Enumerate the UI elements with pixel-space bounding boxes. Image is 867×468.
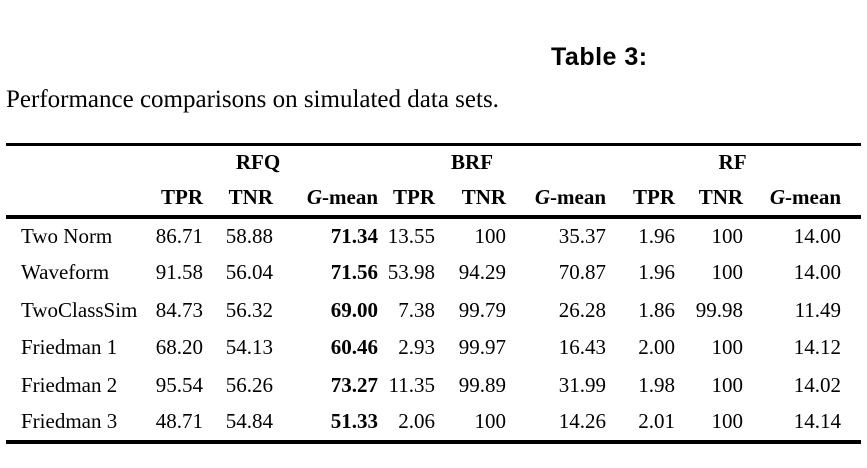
value-cell: 16.43 <box>558 335 607 360</box>
value-cell: 95.54 <box>155 372 203 397</box>
value-cell: 31.99 <box>558 372 607 397</box>
group-header-brf: BRF <box>451 150 494 175</box>
value-cell: 26.28 <box>558 297 607 322</box>
metric-header-spacer <box>6 180 146 217</box>
value-cell: 14.12 <box>793 335 842 360</box>
table-row: Two Norm 86.71 58.88 71.34 13.55 100 35.37 1.96… <box>6 217 861 255</box>
value-cell: 11.49 <box>794 297 842 322</box>
value-cell: 86.71 <box>155 223 203 248</box>
column-header-gmean: G-mean <box>277 180 382 217</box>
value-cell: 14.14 <box>793 409 842 434</box>
value-cell: 73.27 <box>330 372 379 397</box>
group-header-row: RFQ BRF RF <box>6 145 861 180</box>
value-cell: 99.98 <box>695 297 744 322</box>
value-cell: 60.46 <box>330 335 379 360</box>
value-cell: 58.88 <box>225 223 273 248</box>
value-cell: 2.06 <box>398 409 436 434</box>
table-row: Waveform 91.58 56.04 71.56 53.98 94.29 70.87 1.… <box>6 254 861 292</box>
value-cell: 51.33 <box>330 409 379 434</box>
column-header-tnr: TNR <box>461 184 507 209</box>
table-body: Two Norm 86.71 58.88 71.34 13.55 100 35.37 1.96… <box>6 217 861 442</box>
table-row: Friedman 3 48.71 54.84 51.33 2.06 100 14.26 2.0… <box>6 404 861 442</box>
column-header-tnr: TNR <box>698 184 744 209</box>
group-header-rfq: RFQ <box>235 150 281 175</box>
value-cell: 100 <box>474 409 507 434</box>
column-header-tpr: TPR <box>393 184 436 209</box>
gmean-italic-g: G <box>534 184 551 209</box>
dataset-name: Two Norm <box>21 223 113 248</box>
table-row: TwoClassSim 84.73 56.32 69.00 7.38 99.79 26.28… <box>6 292 861 330</box>
dataset-name: TwoClassSim <box>21 297 138 322</box>
value-cell: 13.55 <box>387 223 436 248</box>
value-cell: 100 <box>711 409 744 434</box>
group-header-spacer <box>6 145 146 180</box>
table-caption: Performance comparisons on simulated dat… <box>6 86 499 113</box>
results-table: RFQ BRF RF TPR TNR G-mean TPR TNR G-mean… <box>6 143 862 444</box>
dataset-name: Friedman 3 <box>21 409 118 434</box>
value-cell: 1.86 <box>638 297 676 322</box>
gmean-rest: -mean <box>550 184 607 209</box>
value-cell: 99.89 <box>458 372 507 397</box>
dataset-name: Waveform <box>21 260 110 285</box>
column-header-gmean: G-mean <box>747 180 861 217</box>
dataset-name: Friedman 2 <box>21 372 118 397</box>
value-cell: 100 <box>711 372 744 397</box>
group-header-rf: RF <box>718 150 747 175</box>
value-cell: 48.71 <box>155 409 203 434</box>
value-cell: 7.38 <box>398 297 436 322</box>
table-row: Friedman 1 68.20 54.13 60.46 2.93 99.97 16.43 2… <box>6 329 861 367</box>
value-cell: 14.26 <box>558 409 607 434</box>
value-cell: 100 <box>711 260 744 285</box>
value-cell: 99.79 <box>458 297 507 322</box>
value-cell: 99.97 <box>458 335 507 360</box>
value-cell: 100 <box>711 223 744 248</box>
value-cell: 1.96 <box>638 260 676 285</box>
value-cell: 71.34 <box>330 223 379 248</box>
value-cell: 91.58 <box>155 260 203 285</box>
value-cell: 11.35 <box>388 372 436 397</box>
column-header-tnr: TNR <box>228 184 273 209</box>
value-cell: 1.96 <box>638 223 676 248</box>
gmean-italic-g: G <box>769 184 786 209</box>
value-cell: 70.87 <box>558 260 607 285</box>
value-cell: 54.84 <box>225 409 273 434</box>
value-cell: 56.26 <box>225 372 273 397</box>
value-cell: 56.32 <box>225 297 273 322</box>
value-cell: 2.93 <box>398 335 436 360</box>
value-cell: 100 <box>711 335 744 360</box>
value-cell: 71.56 <box>330 260 379 285</box>
value-cell: 84.73 <box>155 297 203 322</box>
value-cell: 2.00 <box>638 335 676 360</box>
value-cell: 53.98 <box>387 260 436 285</box>
gmean-italic-g: G <box>306 184 323 209</box>
table-number-heading: Table 3: <box>551 43 648 71</box>
value-cell: 1.98 <box>638 372 676 397</box>
dataset-name: Friedman 1 <box>21 335 118 360</box>
value-cell: 94.29 <box>458 260 507 285</box>
gmean-rest: -mean <box>785 184 842 209</box>
value-cell: 54.13 <box>225 335 273 360</box>
value-cell: 69.00 <box>330 297 379 322</box>
value-cell: 100 <box>474 223 507 248</box>
value-cell: 35.37 <box>558 223 607 248</box>
column-header-tpr: TPR <box>161 184 203 209</box>
value-cell: 2.01 <box>638 409 676 434</box>
value-cell: 14.02 <box>793 372 842 397</box>
table-row: Friedman 2 95.54 56.26 73.27 11.35 99.89 31.99… <box>6 367 861 405</box>
value-cell: 68.20 <box>155 335 203 360</box>
gmean-rest: -mean <box>322 184 379 209</box>
value-cell: 14.00 <box>793 260 842 285</box>
table-header: RFQ BRF RF TPR TNR G-mean TPR TNR G-mean… <box>6 145 862 217</box>
column-header-tpr: TPR <box>633 184 676 209</box>
metric-header-row: TPR TNR G-mean TPR TNR G-mean TPR TNR G-… <box>6 180 861 217</box>
value-cell: 56.04 <box>225 260 273 285</box>
value-cell: 14.00 <box>793 223 842 248</box>
column-header-gmean: G-mean <box>510 180 610 217</box>
